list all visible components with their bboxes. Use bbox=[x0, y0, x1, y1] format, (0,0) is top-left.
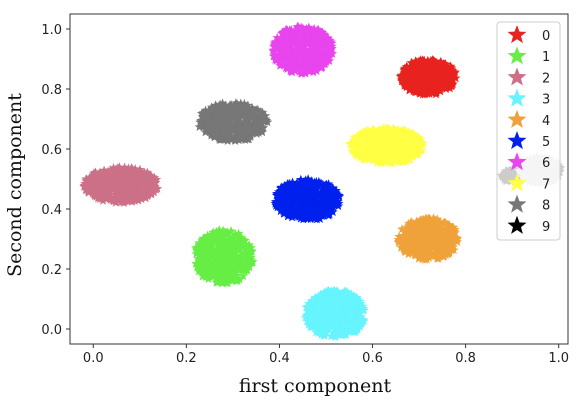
legend: 0 1 2 3 4 5 6 7 8 9 bbox=[497, 22, 560, 240]
legend-label: 4 bbox=[542, 114, 550, 129]
legend-label: 8 bbox=[542, 199, 550, 214]
x-tick-label: 0.0 bbox=[83, 351, 104, 366]
legend-label: 9 bbox=[542, 220, 550, 235]
x-axis-label: first component bbox=[239, 375, 392, 397]
cluster-class-3 bbox=[301, 285, 369, 341]
y-axis-ticks: 0.0 0.2 0.4 0.6 0.8 1.0 bbox=[41, 23, 70, 338]
y-axis-label: Second component bbox=[4, 93, 26, 277]
x-axis-ticks: 0.0 0.2 0.4 0.6 0.8 1.0 bbox=[83, 344, 569, 366]
y-tick-label: 0.6 bbox=[41, 143, 62, 158]
x-tick-label: 0.6 bbox=[362, 351, 383, 366]
cluster-class-8 bbox=[195, 98, 273, 145]
y-tick-label: 0.2 bbox=[41, 263, 62, 278]
legend-label: 3 bbox=[542, 93, 550, 108]
legend-label: 5 bbox=[542, 135, 550, 150]
x-tick-label: 0.8 bbox=[455, 351, 476, 366]
legend-label: 2 bbox=[542, 71, 550, 86]
cluster-class-0 bbox=[396, 55, 461, 99]
cluster-class-5 bbox=[271, 174, 344, 223]
x-tick-label: 0.4 bbox=[269, 351, 290, 366]
y-tick-label: 0.4 bbox=[41, 203, 62, 218]
x-tick-label: 1.0 bbox=[548, 351, 569, 366]
y-tick-label: 1.0 bbox=[41, 23, 62, 38]
cluster-class-2 bbox=[79, 162, 162, 207]
cluster-class-4 bbox=[393, 213, 462, 264]
legend-label: 1 bbox=[542, 50, 550, 65]
y-tick-label: 0.8 bbox=[41, 83, 62, 98]
cluster-class-7 bbox=[345, 123, 427, 167]
cluster-class-1 bbox=[191, 225, 258, 287]
y-tick-label: 0.0 bbox=[41, 323, 62, 338]
x-tick-label: 0.2 bbox=[176, 351, 197, 366]
legend-label: 6 bbox=[542, 156, 550, 171]
legend-box bbox=[497, 22, 560, 240]
cluster-class-6 bbox=[268, 22, 337, 78]
legend-label: 7 bbox=[542, 177, 550, 192]
points-layer bbox=[79, 22, 565, 341]
legend-label: 0 bbox=[542, 29, 550, 44]
